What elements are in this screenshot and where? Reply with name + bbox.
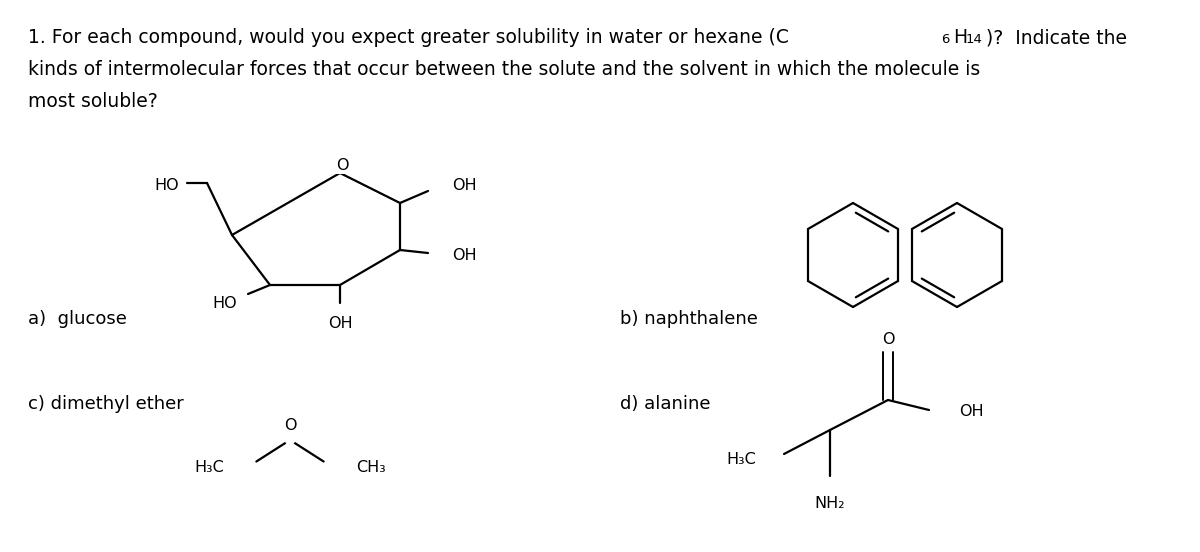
Text: 14: 14 bbox=[966, 33, 983, 46]
Circle shape bbox=[286, 436, 294, 444]
Text: 1. For each compound, would you expect greater solubility in water or hexane (C: 1. For each compound, would you expect g… bbox=[28, 28, 788, 47]
Text: b) naphthalene: b) naphthalene bbox=[620, 310, 758, 328]
Text: OH: OH bbox=[328, 316, 353, 331]
Text: HO: HO bbox=[212, 295, 238, 310]
Text: O: O bbox=[283, 418, 296, 433]
Text: H₃C: H₃C bbox=[194, 460, 224, 475]
Text: d) alanine: d) alanine bbox=[620, 395, 710, 413]
Text: 6: 6 bbox=[941, 33, 949, 46]
Text: O: O bbox=[882, 332, 894, 348]
Text: H: H bbox=[953, 28, 967, 47]
Text: CH₃: CH₃ bbox=[355, 460, 385, 475]
Text: kinds of intermolecular forces that occur between the solute and the solvent in : kinds of intermolecular forces that occu… bbox=[28, 60, 980, 79]
Text: )?  Indicate the: )? Indicate the bbox=[986, 28, 1127, 47]
Text: a)  glucose: a) glucose bbox=[28, 310, 127, 328]
Text: most soluble?: most soluble? bbox=[28, 92, 157, 111]
Text: NH₂: NH₂ bbox=[815, 496, 845, 512]
Text: c) dimethyl ether: c) dimethyl ether bbox=[28, 395, 184, 413]
Text: HO: HO bbox=[155, 178, 179, 193]
Text: OH: OH bbox=[452, 247, 476, 263]
Text: OH: OH bbox=[452, 178, 476, 193]
Text: OH: OH bbox=[959, 405, 984, 420]
Text: O: O bbox=[336, 157, 348, 172]
Text: H₃C: H₃C bbox=[726, 453, 756, 468]
